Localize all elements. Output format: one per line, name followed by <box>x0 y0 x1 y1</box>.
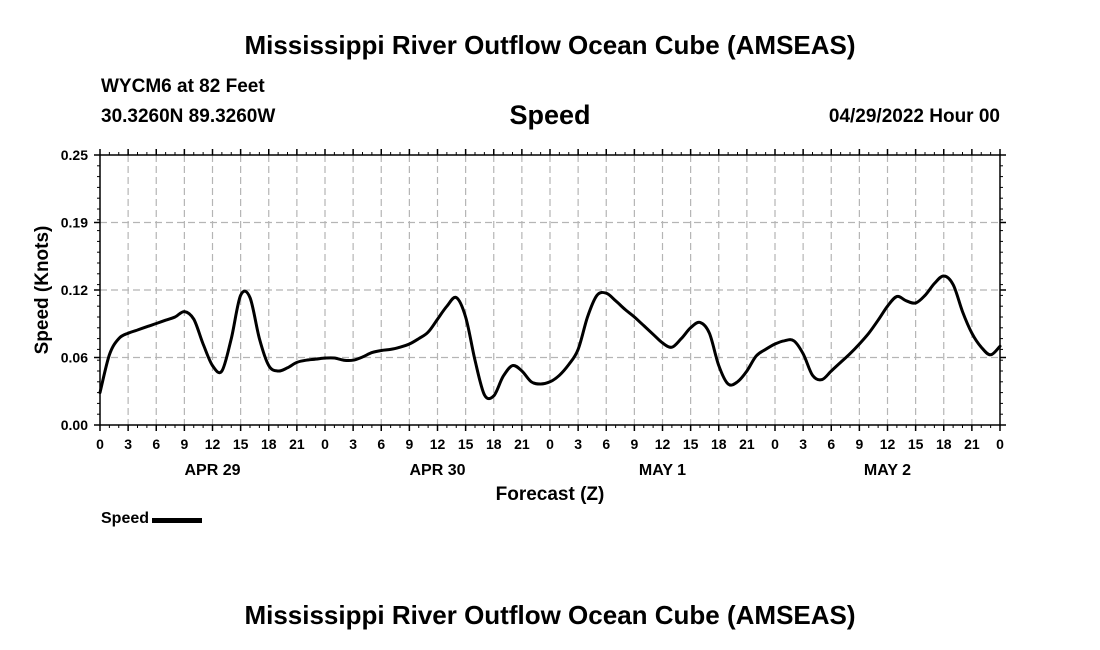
x-axis-label: Forecast (Z) <box>496 484 605 505</box>
x-tick-label: 12 <box>880 436 896 452</box>
y-tick-label: 0.25 <box>61 147 88 163</box>
x-tick-label: 6 <box>827 436 835 452</box>
day-label: MAY 1 <box>639 462 686 479</box>
chart-title: Speed <box>509 100 591 130</box>
axis-ticks <box>94 149 1006 431</box>
x-tick-label: 18 <box>486 436 502 452</box>
x-tick-label: 3 <box>574 436 582 452</box>
x-tick-label: 21 <box>289 436 305 452</box>
x-tick-label: 0 <box>96 436 104 452</box>
y-axis-label: Speed (Knots) <box>32 226 53 355</box>
x-tick-label: 21 <box>964 436 980 452</box>
x-tick-label: 0 <box>321 436 329 452</box>
x-tick-label: 18 <box>261 436 277 452</box>
x-tick-label: 12 <box>430 436 446 452</box>
legend-swatch <box>152 518 203 523</box>
speed-series-line <box>98 274 1002 401</box>
day-label: MAY 2 <box>864 462 911 479</box>
x-tick-label: 12 <box>205 436 221 452</box>
day-labels: APR 29 APR 30 MAY 1 MAY 2 <box>184 462 911 479</box>
forecast-run-time: 04/29/2022 Hour 00 <box>828 106 1000 127</box>
y-tick-label: 0.19 <box>61 215 88 231</box>
y-tick-label: 0.06 <box>61 350 88 366</box>
y-tick-label: 0.00 <box>61 417 88 433</box>
x-tick-label: 3 <box>124 436 132 452</box>
x-tick-label: 3 <box>799 436 807 452</box>
x-tick-label: 9 <box>405 436 413 452</box>
x-tick-label: 18 <box>711 436 727 452</box>
x-tick-label: 15 <box>233 436 249 452</box>
figure-title: Mississippi River Outflow Ocean Cube (AM… <box>244 30 856 60</box>
x-tick-label: 0 <box>771 436 779 452</box>
y-tick-label: 0.12 <box>61 282 88 298</box>
x-tick-label: 12 <box>655 436 671 452</box>
x-tick-label: 15 <box>458 436 474 452</box>
x-tick-label: 15 <box>683 436 699 452</box>
chart-legend: Speed <box>101 510 203 528</box>
chart-grid <box>100 155 1000 425</box>
x-axis-tick-labels: 0 3 6 9 12 15 18 21 0 3 6 9 12 15 18 21 0 3 6 9 12 15 18 21 0 3 6 9… <box>96 436 1004 452</box>
x-tick-label: 0 <box>546 436 554 452</box>
x-tick-label: 9 <box>180 436 188 452</box>
x-tick-label: 18 <box>936 436 952 452</box>
speed-chart: 0.00 0.06 0.12 0.19 0.25 0 3 6 9 12 15 18 21 0 3 6 9 12 1… <box>32 147 1006 505</box>
y-axis-tick-labels: 0.00 0.06 0.12 0.19 0.25 <box>61 147 88 433</box>
x-tick-label: 6 <box>377 436 385 452</box>
x-tick-label: 6 <box>152 436 160 452</box>
figure-title-repeat: Mississippi River Outflow Ocean Cube (AM… <box>244 600 856 630</box>
x-tick-label: 15 <box>908 436 924 452</box>
station-label: WYCM6 at 82 Feet <box>101 76 265 97</box>
day-label: APR 29 <box>184 462 240 479</box>
x-tick-label: 6 <box>602 436 610 452</box>
x-tick-label: 21 <box>514 436 530 452</box>
x-tick-label: 0 <box>996 436 1004 452</box>
x-tick-label: 9 <box>630 436 638 452</box>
x-tick-label: 21 <box>739 436 755 452</box>
x-tick-label: 3 <box>349 436 357 452</box>
x-tick-label: 9 <box>855 436 863 452</box>
day-label: APR 30 <box>409 462 465 479</box>
station-coordinates: 30.3260N 89.3260W <box>101 106 276 127</box>
legend-label: Speed <box>101 510 150 527</box>
